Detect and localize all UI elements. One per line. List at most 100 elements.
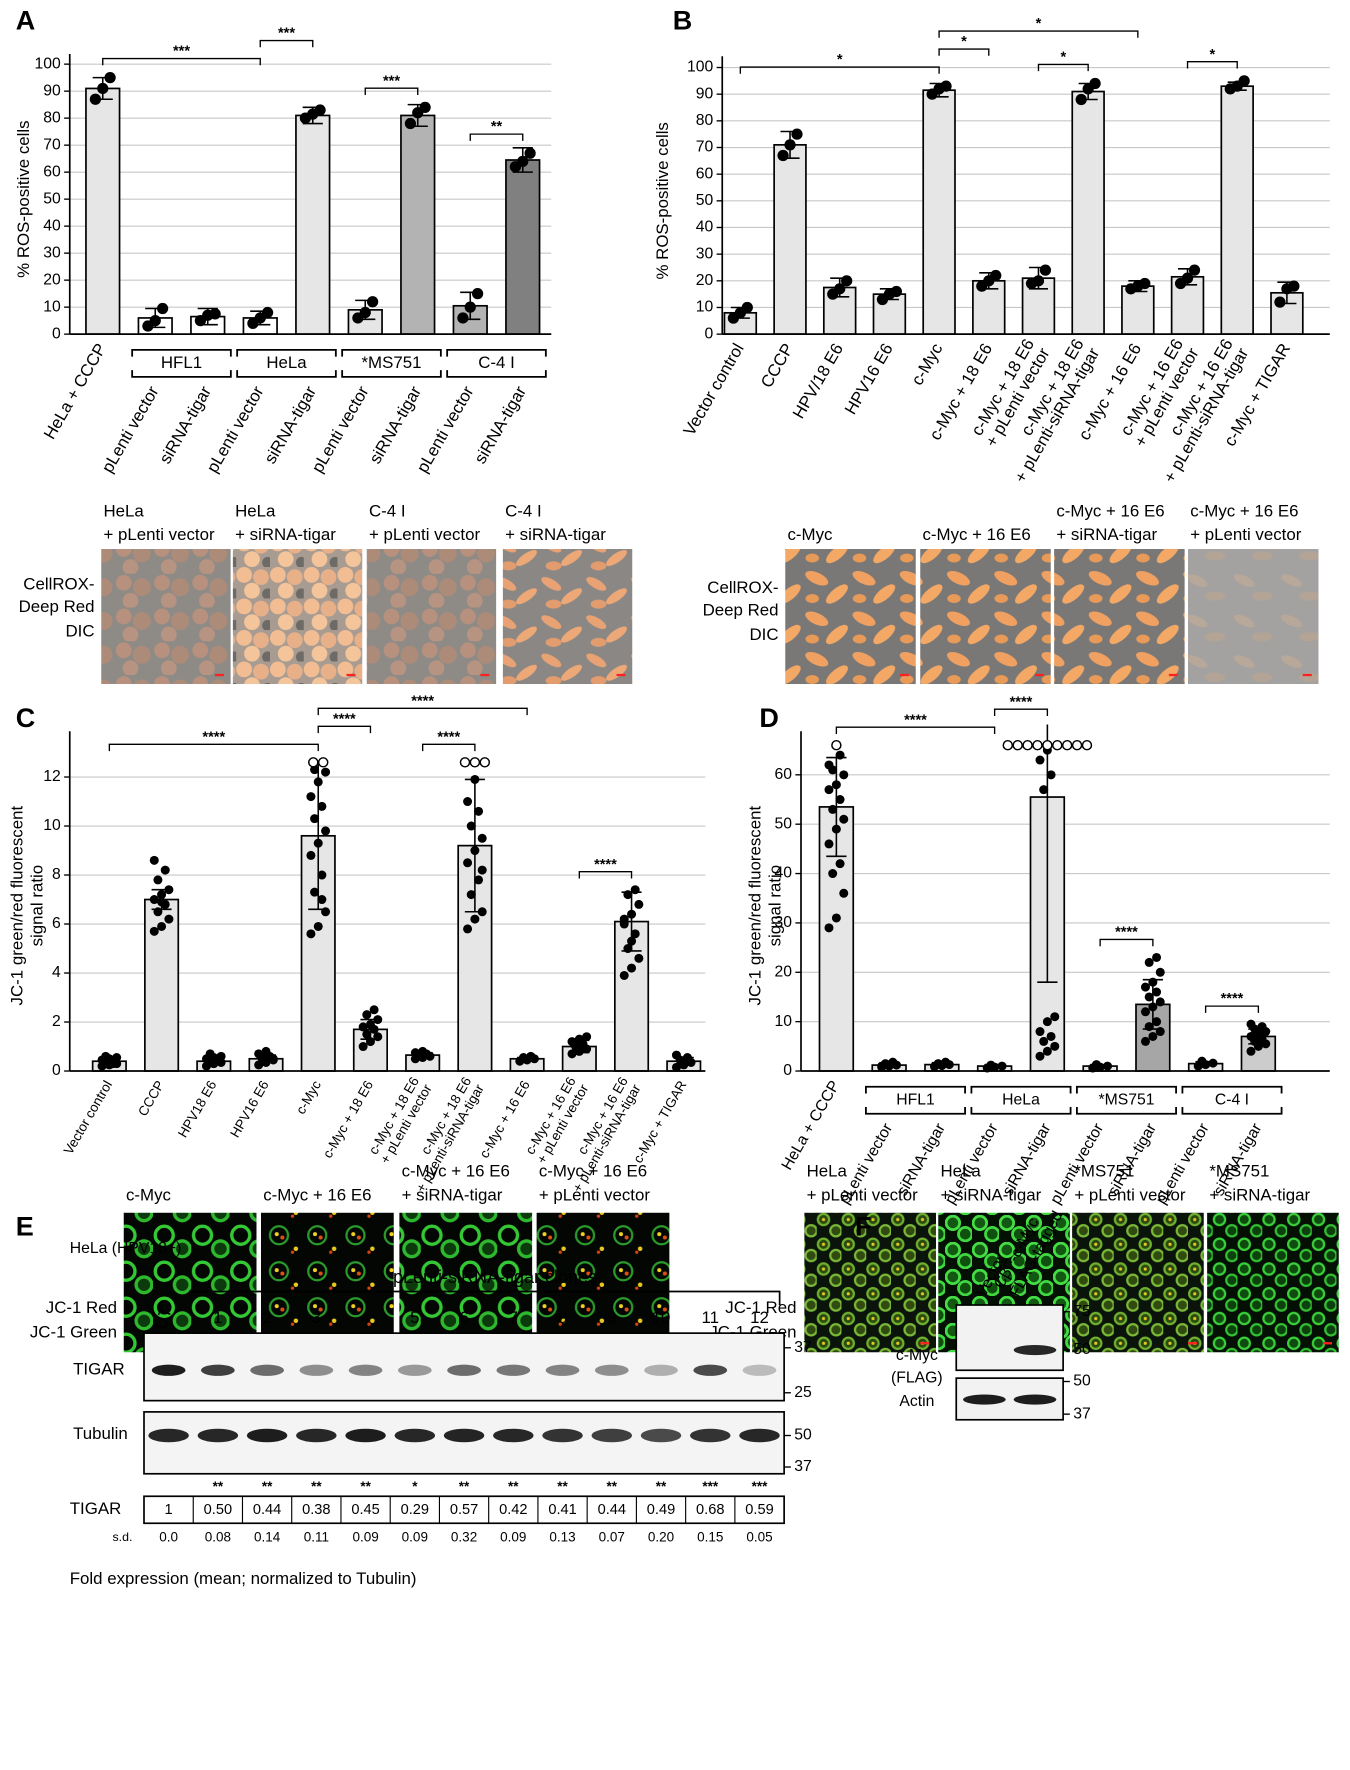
blot — [955, 1304, 1064, 1372]
data-point — [1042, 1017, 1052, 1027]
data-point — [1188, 264, 1201, 276]
blot-band — [690, 1428, 731, 1443]
significance-label: *** — [173, 44, 190, 60]
outlier-point — [1012, 739, 1023, 751]
group-label: HFL1 — [161, 353, 202, 372]
outlier-point — [1071, 739, 1083, 751]
data-point — [313, 838, 323, 848]
data-point — [404, 117, 417, 130]
fold-value: 0.57 — [450, 1502, 478, 1518]
data-point — [358, 1022, 368, 1032]
significance-label: ** — [360, 1479, 371, 1494]
blot — [143, 1411, 785, 1475]
data-point — [321, 767, 331, 777]
blot-band — [1013, 1344, 1057, 1356]
blot-band — [296, 1428, 337, 1443]
data-point — [369, 1005, 379, 1015]
data-point — [313, 777, 323, 787]
outlier-point — [1022, 739, 1033, 751]
x-tick-label: HPV16 E6 — [841, 340, 897, 418]
blot-band — [591, 1428, 633, 1443]
data-point — [362, 1010, 372, 1020]
data-point — [831, 824, 841, 834]
data-point — [1103, 1061, 1113, 1071]
data-point — [841, 275, 853, 287]
data-point — [362, 1029, 372, 1039]
data-point — [358, 1042, 368, 1052]
y-tick-label: 12 — [43, 768, 61, 785]
significance-bracket — [108, 743, 319, 752]
micrograph-label: c-Myc + 16 E6 — [539, 1162, 647, 1181]
micrograph-label: + siRNA-tigar — [1056, 525, 1157, 544]
lane-label: 9 — [607, 1308, 616, 1327]
micrograph — [804, 1212, 936, 1353]
channel-label: Deep Red — [703, 600, 779, 619]
micrograph-label: C-4 I — [369, 501, 406, 520]
significance-bracket — [835, 726, 996, 734]
data-point — [209, 308, 221, 320]
data-point — [574, 1034, 584, 1044]
data-point — [149, 926, 159, 936]
marker-label: 50 — [794, 1427, 812, 1444]
data-point — [839, 814, 849, 824]
data-point — [160, 865, 170, 875]
y-tick-label: 20 — [774, 963, 792, 980]
y-axis-label: JC-1 green/red fluorescent — [745, 806, 764, 1006]
data-point — [254, 1049, 264, 1059]
significance-label: * — [1060, 50, 1066, 66]
x-tick-label: HeLa + CCCP — [779, 1078, 844, 1173]
blot-band — [496, 1364, 531, 1376]
blot-row-label: Tubulin — [73, 1424, 128, 1443]
micrograph-label: + pLenti vector — [539, 1185, 650, 1204]
data-point — [373, 1015, 383, 1025]
data-point — [619, 914, 629, 924]
x-tick-label: CCCP — [757, 340, 797, 391]
data-point — [835, 750, 845, 760]
significance-bracket — [317, 725, 372, 734]
micrograph-label: HeLa — [807, 1162, 848, 1181]
micrograph — [261, 1212, 394, 1353]
lane-label: 5 — [410, 1308, 419, 1327]
y-tick-label: 90 — [43, 82, 61, 99]
data-point — [317, 870, 327, 880]
significance-label: * — [961, 34, 967, 50]
data-point — [824, 760, 834, 770]
micrograph-label: + pLenti vector — [1074, 1185, 1185, 1204]
significance-bracket — [938, 30, 1139, 38]
data-point — [834, 283, 846, 295]
data-point — [1148, 1002, 1158, 1012]
significance-label: ** — [607, 1479, 618, 1494]
y-tick-label: 70 — [696, 139, 714, 156]
micrograph-label: c-Myc + 16 E6 — [1056, 501, 1164, 520]
group-label: *MS751 — [1098, 1091, 1154, 1108]
cell-line-label: HeLa (HPV18+) — [70, 1240, 182, 1257]
data-point — [933, 1059, 943, 1069]
significance-label: *** — [383, 73, 400, 89]
micrograph — [536, 1212, 670, 1353]
data-point — [1035, 1027, 1045, 1037]
data-point — [1155, 1027, 1165, 1037]
micrograph-label: c-Myc + 16 E6 — [263, 1185, 371, 1204]
data-point — [741, 301, 753, 314]
fold-value: 0.49 — [647, 1502, 675, 1518]
data-point — [623, 890, 633, 900]
micrograph-label: + siRNA-tigar — [235, 525, 336, 544]
plot-marks — [85, 72, 541, 335]
significance-label: ** — [557, 1479, 568, 1494]
data-point — [1152, 1017, 1162, 1027]
micrograph — [1054, 549, 1185, 685]
x-tick-label: Vector control — [680, 340, 748, 439]
quant-table — [143, 1495, 785, 1525]
y-tick-label: 40 — [43, 217, 61, 234]
sd-value: 0.15 — [697, 1529, 723, 1544]
data-point — [157, 897, 167, 907]
data-point — [1288, 280, 1300, 292]
plot-marks — [818, 724, 1277, 1073]
significance-bracket — [317, 707, 528, 716]
y-tick-label: 20 — [696, 272, 714, 289]
outlier-point — [459, 757, 471, 768]
data-point — [824, 923, 834, 933]
data-point — [567, 1037, 577, 1047]
data-point — [1032, 275, 1045, 287]
